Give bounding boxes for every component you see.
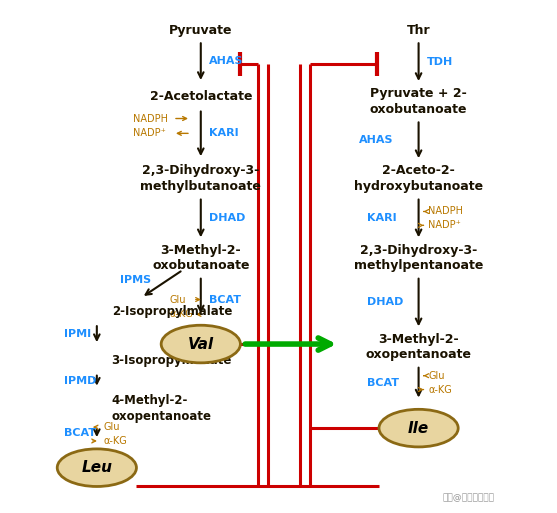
Text: methylbutanoate: methylbutanoate <box>140 180 261 193</box>
Text: AHAS: AHAS <box>359 135 394 145</box>
Text: NADP⁺: NADP⁺ <box>134 128 167 139</box>
Text: α-KG: α-KG <box>104 436 128 446</box>
Ellipse shape <box>57 449 136 486</box>
Text: Pyruvate: Pyruvate <box>169 24 232 37</box>
Text: hydroxybutanoate: hydroxybutanoate <box>354 180 483 193</box>
Text: 2-Isopropylmalate: 2-Isopropylmalate <box>112 305 232 318</box>
Text: IPMI: IPMI <box>64 329 91 339</box>
Text: DHAD: DHAD <box>209 213 245 224</box>
Text: 3-Methyl-2-: 3-Methyl-2- <box>378 332 459 346</box>
Text: 2-Aceto-2-: 2-Aceto-2- <box>382 165 455 177</box>
Text: NADP⁺: NADP⁺ <box>428 221 461 230</box>
Text: oxobutanoate: oxobutanoate <box>152 260 250 272</box>
Text: NADPH: NADPH <box>428 207 463 216</box>
Text: Thr: Thr <box>407 24 431 37</box>
Text: BCAT: BCAT <box>209 294 241 305</box>
Text: BCAT: BCAT <box>367 378 399 388</box>
Text: IPMS: IPMS <box>120 275 151 285</box>
Text: 2,3-Dihydroxy-3-: 2,3-Dihydroxy-3- <box>142 165 260 177</box>
Text: AHAS: AHAS <box>209 56 243 66</box>
Text: 2-Acetolactate: 2-Acetolactate <box>149 90 252 103</box>
Text: 3-Isopropylmalate: 3-Isopropylmalate <box>112 354 232 367</box>
Ellipse shape <box>379 409 458 447</box>
Text: 4-Methyl-2-: 4-Methyl-2- <box>112 394 188 407</box>
Text: KARI: KARI <box>209 128 238 139</box>
Text: DHAD: DHAD <box>367 298 403 307</box>
Text: Glu: Glu <box>104 422 120 432</box>
Text: α-KG: α-KG <box>169 309 193 320</box>
Text: 头条@李老师谈生化: 头条@李老师谈生化 <box>442 494 494 502</box>
Text: Pyruvate + 2-: Pyruvate + 2- <box>370 87 467 100</box>
Ellipse shape <box>161 325 241 363</box>
Text: Leu: Leu <box>81 460 113 475</box>
Text: BCAT: BCAT <box>64 428 96 438</box>
Text: KARI: KARI <box>367 213 397 224</box>
Text: Ile: Ile <box>408 421 429 436</box>
Text: methylpentanoate: methylpentanoate <box>354 260 483 272</box>
Text: Val: Val <box>188 337 214 351</box>
Text: Glu: Glu <box>169 294 185 305</box>
Text: oxobutanoate: oxobutanoate <box>370 103 467 116</box>
Text: NADPH: NADPH <box>134 113 168 124</box>
Text: oxopentanoate: oxopentanoate <box>365 348 472 362</box>
Text: IPMD: IPMD <box>64 376 96 386</box>
Text: α-KG: α-KG <box>428 385 452 394</box>
Text: Glu: Glu <box>428 371 445 381</box>
Text: 3-Methyl-2-: 3-Methyl-2- <box>160 244 241 256</box>
Text: 2,3-Dihydroxy-3-: 2,3-Dihydroxy-3- <box>360 244 477 256</box>
Text: TDH: TDH <box>427 57 453 67</box>
Text: oxopentanoate: oxopentanoate <box>112 410 212 423</box>
